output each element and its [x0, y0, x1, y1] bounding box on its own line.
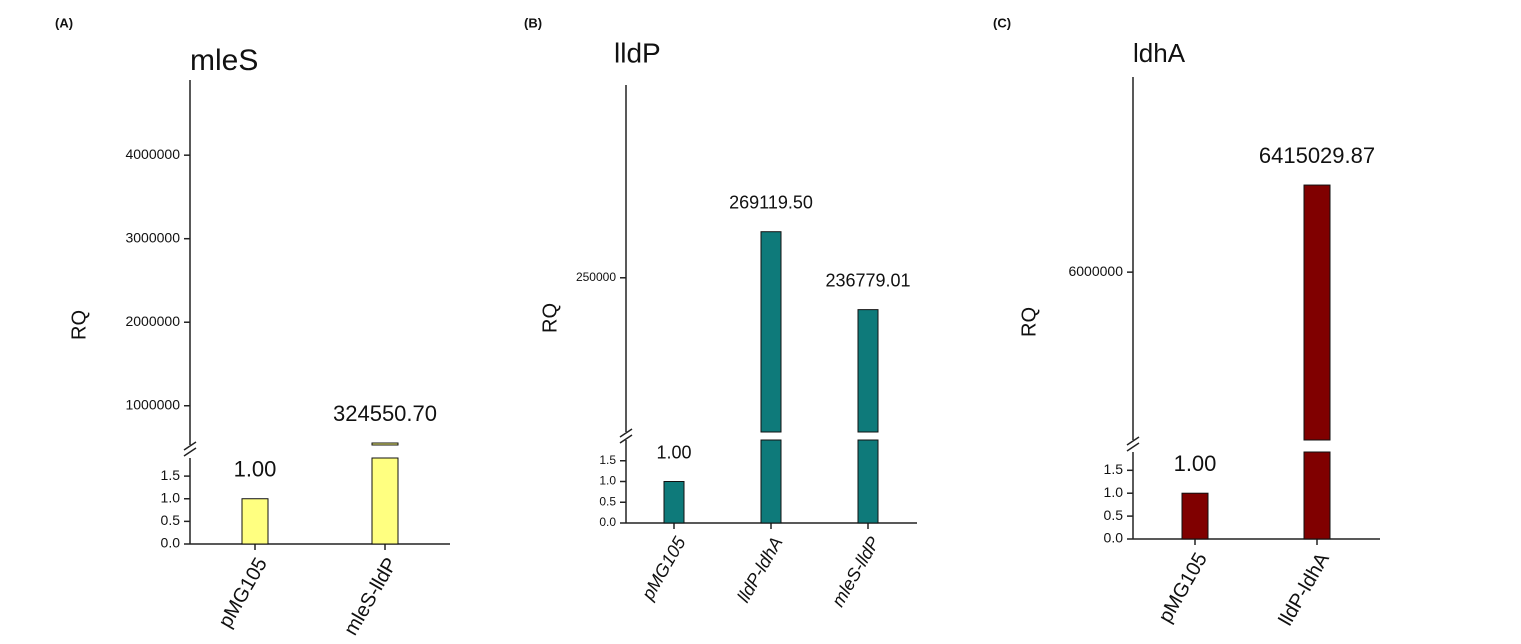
- bar-lower: [1303, 451, 1331, 540]
- y-tick-label: 1.5: [1104, 461, 1124, 477]
- y-tick-label: 1.5: [599, 453, 616, 467]
- axis-break: [619, 434, 633, 444]
- x-tick-label: pMG105: [637, 533, 690, 605]
- value-label: 236779.01: [825, 270, 910, 290]
- y-tick-label: 1.5: [161, 467, 181, 483]
- panel-label: (B): [524, 15, 542, 30]
- x-tick-label: lldP-ldhA: [733, 533, 786, 605]
- axis-break: [1126, 436, 1140, 446]
- value-label: 1.00: [1174, 451, 1217, 476]
- y-tick-label: 2000000: [125, 313, 180, 329]
- y-tick-label: 0.0: [161, 535, 181, 551]
- value-label: 6415029.87: [1259, 143, 1375, 168]
- y-tick-label: 250000: [576, 270, 616, 284]
- y-tick-label: 0.5: [1104, 507, 1124, 523]
- value-label: 1.00: [656, 442, 691, 462]
- bar-lower: [371, 457, 399, 545]
- axis-break: [619, 428, 633, 438]
- y-tick-label: 1000000: [125, 396, 180, 412]
- value-label: 1.00: [234, 457, 277, 482]
- panel-label: (C): [993, 15, 1011, 30]
- chart-title: ldhA: [1133, 38, 1186, 68]
- y-axis-label: RQ: [68, 310, 90, 340]
- panel-label: (A): [55, 15, 73, 30]
- bar-upper: [857, 309, 879, 433]
- x-tick-label: lldP-ldhA: [1275, 549, 1334, 630]
- y-tick-label: 1.0: [161, 489, 181, 505]
- y-tick-label: 1.0: [1104, 484, 1124, 500]
- y-axis-label: RQ: [539, 303, 561, 333]
- bar: [1181, 492, 1209, 540]
- x-tick-label: mleS-lldP: [828, 533, 884, 610]
- y-tick-label: 6000000: [1068, 263, 1123, 279]
- x-tick-label: mleS-lldP: [340, 554, 402, 639]
- y-tick-label: 0.5: [161, 512, 181, 528]
- axis-break: [183, 441, 197, 451]
- x-tick-label: pMG105: [214, 554, 271, 631]
- y-tick-label: 0.5: [599, 494, 616, 508]
- axis-break: [183, 447, 197, 457]
- value-label: 269119.50: [729, 192, 813, 212]
- bar-upper: [371, 442, 399, 446]
- bar: [241, 498, 269, 545]
- y-tick-label: 4000000: [125, 146, 180, 162]
- chart-title: mleS: [190, 44, 258, 77]
- bar-lower: [857, 439, 879, 524]
- bar-upper: [1303, 184, 1331, 441]
- y-tick-label: 3000000: [125, 229, 180, 245]
- bar-upper: [760, 231, 782, 433]
- y-axis-label: RQ: [1018, 307, 1040, 337]
- value-label: 324550.70: [333, 401, 437, 426]
- y-tick-label: 0.0: [599, 515, 616, 529]
- chart-title: lldP: [614, 37, 661, 68]
- y-tick-label: 1.0: [599, 474, 616, 488]
- bar: [663, 481, 685, 524]
- axis-break: [1126, 442, 1140, 452]
- y-tick-label: 0.0: [1104, 530, 1124, 546]
- bar-lower: [760, 439, 782, 524]
- x-tick-label: pMG105: [1154, 549, 1211, 626]
